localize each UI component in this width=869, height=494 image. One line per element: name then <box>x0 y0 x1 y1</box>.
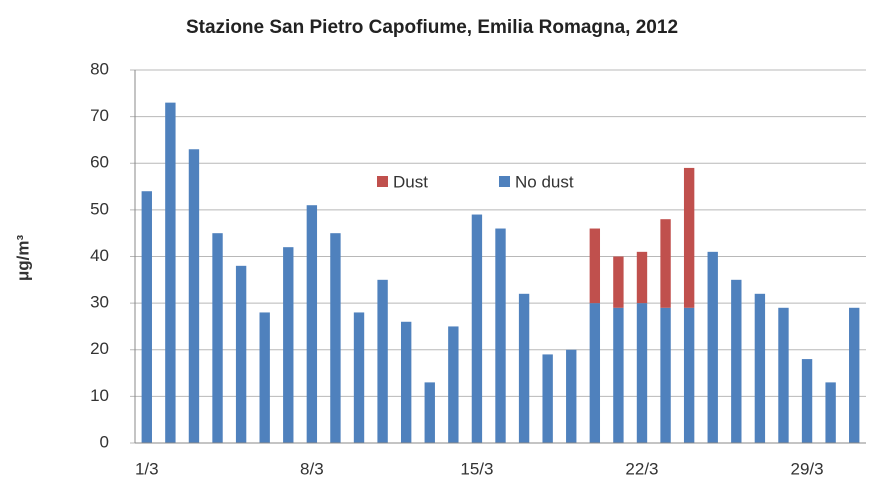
bar-segment <box>613 256 624 308</box>
bar-segment <box>660 307 671 443</box>
x-tick-label: 29/3 <box>791 459 824 478</box>
bar-segment <box>377 279 388 443</box>
bar-segment <box>330 233 341 443</box>
bar-segment <box>849 307 860 443</box>
y-tick-label: 20 <box>90 339 109 358</box>
bar-segment <box>259 312 270 443</box>
bar-segment <box>825 382 836 443</box>
bar-segment <box>165 102 176 443</box>
legend-swatch <box>499 176 510 187</box>
bar-segment <box>471 214 483 443</box>
y-tick-label: 30 <box>90 293 109 312</box>
y-tick-label: 10 <box>90 386 109 405</box>
bar-segment <box>306 205 318 443</box>
legend-label: No dust <box>515 172 574 191</box>
y-tick-label: 40 <box>90 246 109 265</box>
bar-segment <box>636 251 648 304</box>
bar-segment <box>353 312 365 443</box>
bar-segment <box>283 247 294 443</box>
y-tick-label: 60 <box>90 153 109 172</box>
bar-segment <box>731 279 742 443</box>
bar-segment <box>683 307 695 443</box>
bar-segment <box>636 303 648 443</box>
bar-segment <box>212 233 223 443</box>
bar-segment <box>518 293 530 443</box>
bar-segment <box>589 303 601 443</box>
legend-label: Dust <box>393 172 428 191</box>
x-tick-label: 15/3 <box>460 459 493 478</box>
bar-segment <box>660 219 671 308</box>
x-tick-label: 8/3 <box>300 459 324 478</box>
y-axis-label: μg/m³ <box>13 235 32 282</box>
bar-segment <box>448 326 459 443</box>
bar-segment <box>400 321 412 443</box>
bar-segment <box>424 382 435 443</box>
y-tick-label: 0 <box>100 432 109 451</box>
y-tick-label: 80 <box>90 59 109 78</box>
bar-segment <box>542 354 553 443</box>
x-tick-label: 22/3 <box>625 459 658 478</box>
bar-segment <box>141 191 152 443</box>
bar-segment <box>801 359 813 443</box>
bar-segment <box>495 228 506 443</box>
bar-segment <box>589 228 601 304</box>
bar-segment <box>566 349 577 443</box>
bar-segment <box>188 149 200 443</box>
y-tick-label: 50 <box>90 199 109 218</box>
bar-segment <box>754 293 766 443</box>
x-tick-label: 1/3 <box>135 459 159 478</box>
bar-segment <box>235 265 247 443</box>
y-tick-label: 70 <box>90 106 109 125</box>
legend-swatch <box>377 176 388 187</box>
bar-segment <box>683 167 695 308</box>
chart-title: Stazione San Pietro Capofiume, Emilia Ro… <box>186 17 678 38</box>
bar-segment <box>707 251 718 443</box>
bar-segment <box>778 307 789 443</box>
bar-segment <box>613 307 624 443</box>
